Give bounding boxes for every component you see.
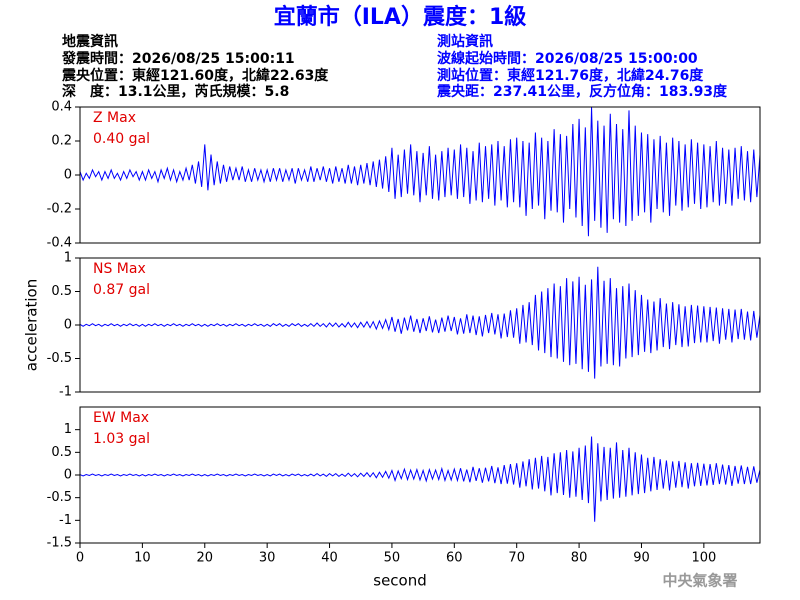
y-tick-label: 0.5 [51,445,72,460]
y-tick-label: -0.4 [47,236,72,251]
y-tick-label: 0 [64,468,72,483]
waveform [79,266,761,379]
y-tick-label: -0.2 [47,202,72,217]
info-line: 發震時間：2026/08/25 15:00:11 [61,50,295,67]
max-annotation: Z Max [93,110,136,126]
y-tick-label: -0.5 [47,351,72,366]
x-tick-label: 20 [196,551,213,566]
x-tick-label: 0 [76,551,84,566]
x-tick-label: 10 [134,551,151,566]
info-line: 地震資訊 [62,33,118,50]
y-tick-label: 0.4 [51,100,72,115]
y-tick-label: 1 [64,251,72,266]
max-annotation: 0.40 gal [93,131,150,147]
station-line: 測站資訊 [437,33,493,50]
y-tick-label: 1 [64,422,72,437]
x-tick-label: 50 [384,551,401,566]
info-line: 深 度：13.1公里，芮氏規模：5.8 [62,83,289,100]
x-axis-label: second [373,572,427,590]
x-tick-label: 40 [321,551,338,566]
waveform [79,106,761,237]
x-tick-label: 80 [571,551,588,566]
footer: 中央氣象署 [662,572,737,590]
max-annotation: 0.87 gal [93,282,150,298]
max-annotation: EW Max [93,410,149,426]
y-tick-label: -1 [59,385,72,400]
max-annotation: NS Max [93,261,146,277]
x-tick-label: 30 [259,551,276,566]
y-tick-label: -1 [59,513,72,528]
title: 宜蘭市（ILA）震度：1級 [274,4,527,30]
station-line: 震央距：237.41公里，反方位角：183.93度 [436,83,728,100]
station-line: 波線起始時間：2026/08/25 15:00:00 [437,50,698,67]
station-line: 測站位置：東經121.76度，北緯24.76度 [437,67,704,84]
x-tick-label: 70 [508,551,525,566]
x-tick-label: 60 [446,551,463,566]
max-annotation: 1.03 gal [93,431,150,447]
y-tick-label: 0 [64,318,72,333]
y-tick-label: 0.2 [51,134,72,149]
y-tick-label: -0.5 [47,490,72,505]
x-tick-label: 100 [691,551,716,566]
y-tick-label: -1.5 [47,536,72,551]
waveform [79,436,761,522]
x-tick-label: 90 [633,551,650,566]
y-axis-label: acceleration [23,279,41,371]
y-tick-label: 0.5 [51,284,72,299]
y-tick-label: 0 [64,168,72,183]
info-line: 震央位置：東經121.60度，北緯22.63度 [61,67,329,84]
